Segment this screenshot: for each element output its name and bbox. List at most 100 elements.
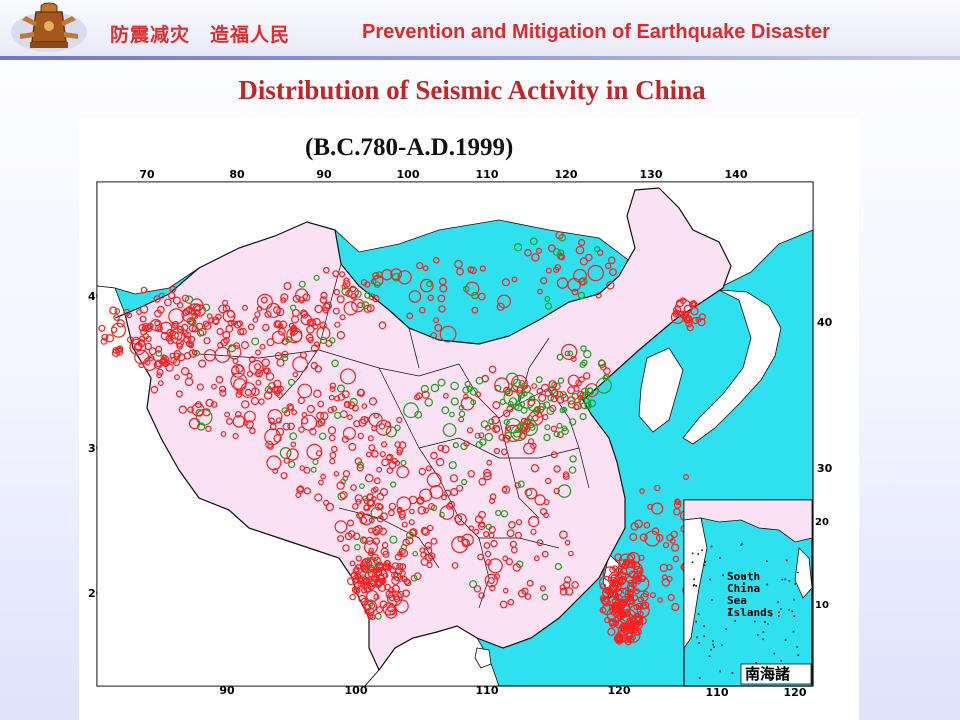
earthquake-marker (235, 391, 242, 398)
earthquake-marker (463, 393, 469, 400)
earthquake-marker (375, 566, 382, 573)
earthquake-marker (505, 558, 513, 566)
earthquake-marker (606, 281, 615, 290)
earthquake-marker (540, 383, 550, 393)
earthquake-marker (521, 587, 529, 595)
inset-lon-label: 120 (784, 686, 807, 699)
earthquake-marker (567, 396, 576, 405)
earthquake-marker (699, 313, 706, 321)
island-dot (722, 574, 724, 577)
earthquake-marker (273, 434, 282, 443)
earthquake-marker (329, 451, 337, 459)
earthquake-marker (413, 572, 422, 581)
earthquake-marker (624, 610, 631, 617)
earthquake-marker (260, 296, 268, 304)
earthquake-marker (532, 414, 539, 422)
map-ticks-labels: 70 80 90 100 110 120 130 140 40 30 20 40… (88, 168, 833, 697)
earthquake-marker (262, 323, 270, 332)
earthquake-marker (690, 300, 697, 307)
island-dot (728, 612, 730, 614)
earthquake-marker (395, 567, 403, 576)
earthquake-marker (553, 487, 560, 495)
earthquake-marker (478, 477, 487, 486)
earthquake-marker (414, 410, 423, 419)
earthquake-marker (220, 431, 227, 437)
island-dot (755, 662, 758, 664)
island-dot (793, 598, 795, 601)
earthquake-marker (240, 382, 257, 398)
island-dot (695, 585, 697, 587)
earthquake-marker (258, 398, 265, 405)
earthquake-marker (435, 457, 445, 467)
earthquake-marker (343, 400, 351, 409)
earthquake-marker (620, 626, 628, 634)
earthquake-marker (256, 305, 263, 312)
earthquake-marker (309, 427, 317, 436)
earthquake-marker (510, 424, 528, 442)
earthquake-marker (353, 420, 361, 428)
earthquake-marker (219, 389, 227, 397)
earthquake-marker (553, 465, 561, 473)
earthquake-marker (333, 470, 340, 477)
earthquake-marker (292, 294, 301, 303)
earthquake-marker (424, 397, 434, 407)
earthquake-marker (247, 323, 255, 331)
earthquake-marker (308, 318, 317, 327)
earthquake-marker (175, 339, 185, 348)
earthquake-marker (114, 308, 121, 315)
earthquake-marker (388, 502, 397, 511)
earthquake-marker (126, 312, 133, 319)
earthquake-marker (639, 488, 645, 494)
earthquake-marker (420, 526, 429, 535)
earthquake-marker (569, 455, 577, 463)
earthquake-marker (486, 459, 493, 466)
earthquake-marker (343, 277, 350, 284)
island-dot (725, 628, 727, 630)
earthquake-marker (543, 499, 550, 506)
earthquake-marker (168, 308, 185, 325)
earthquake-marker (360, 513, 373, 526)
earthquake-marker (226, 417, 234, 425)
earthquake-marker (524, 248, 532, 257)
earthquake-marker (571, 288, 579, 296)
earthquake-marker (498, 433, 506, 441)
earthquake-marker (306, 318, 314, 326)
earthquake-marker (355, 498, 362, 505)
earthquake-marker (336, 295, 345, 304)
earthquake-marker (439, 511, 445, 518)
earthquake-marker (325, 502, 334, 512)
earthquake-marker (548, 244, 556, 253)
earthquake-marker (383, 560, 391, 568)
earthquake-marker (512, 403, 520, 411)
earthquake-marker (283, 409, 291, 417)
earthquake-marker (347, 519, 355, 527)
earthquake-marker (421, 527, 430, 536)
island-dot (788, 609, 790, 611)
earthquake-marker (458, 404, 465, 411)
earthquake-marker (488, 365, 497, 374)
earthquake-marker (432, 257, 440, 264)
earthquake-marker (282, 355, 289, 362)
earthquake-marker (292, 356, 309, 373)
earthquake-marker (449, 474, 458, 483)
earthquake-marker (332, 270, 340, 278)
earthquake-marker (307, 336, 314, 344)
earthquake-marker (462, 386, 470, 394)
island-dot (781, 578, 784, 581)
earthquake-marker (246, 370, 254, 377)
earthquake-marker (519, 401, 526, 408)
earthquake-marker (506, 405, 514, 413)
lon-label-top: 90 (316, 168, 332, 181)
earthquake-marker (329, 386, 336, 393)
earthquake-marker (356, 461, 364, 469)
earthquake-marker (186, 372, 193, 379)
earthquake-marker (139, 315, 147, 323)
earthquake-marker (475, 376, 484, 385)
land-korea (638, 347, 684, 433)
earthquake-marker (578, 238, 586, 247)
inset-cn-label: 南海諸 (745, 665, 790, 683)
earthquake-marker (212, 318, 220, 325)
earthquake-marker (163, 298, 172, 307)
earthquake-marker (501, 278, 510, 287)
lon-label-top: 130 (640, 168, 663, 181)
